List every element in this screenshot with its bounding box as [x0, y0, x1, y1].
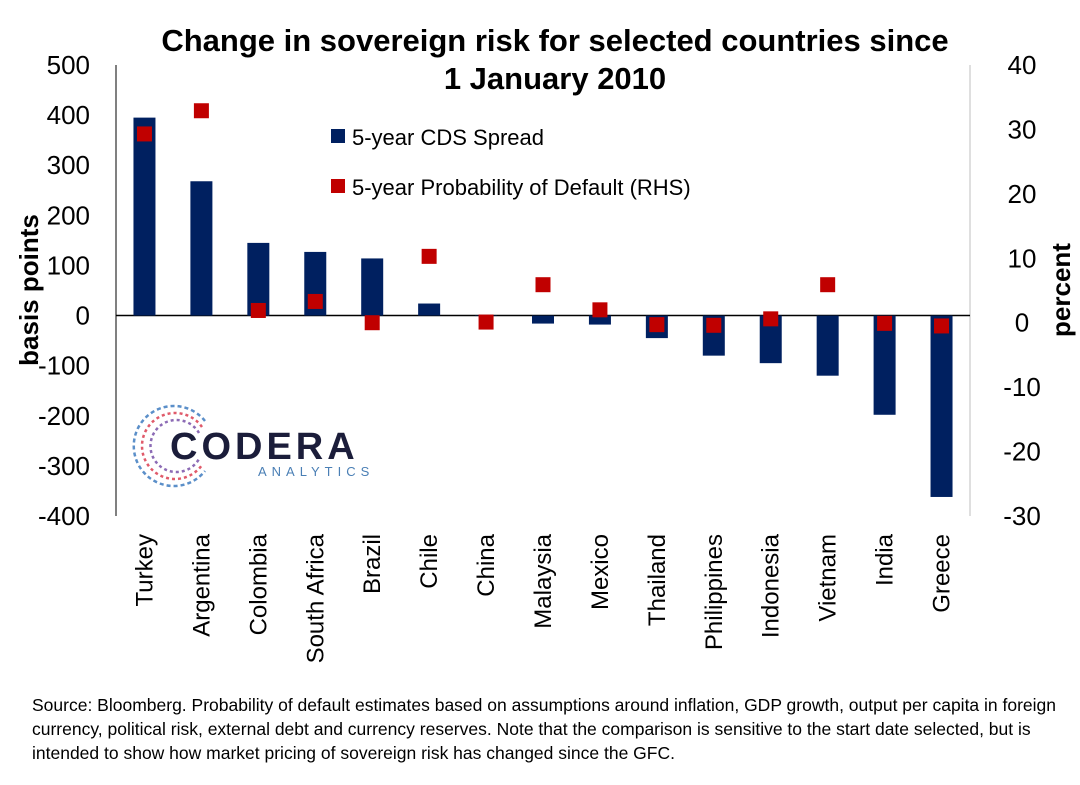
right-tick-label: 30: [1008, 114, 1037, 144]
category-label: China: [473, 533, 500, 596]
chart-title: Change in sovereign risk for selected co…: [161, 23, 949, 96]
category-label: Thailand: [644, 534, 671, 626]
left-tick-label: -200: [38, 401, 90, 431]
right-tick-label: 40: [1008, 50, 1037, 80]
bar-malaysia: [532, 315, 554, 324]
point-greece: [934, 318, 950, 334]
point-series: [136, 103, 950, 334]
right-tick-label: -30: [1003, 501, 1041, 531]
category-label: Vietnam: [815, 534, 842, 622]
right-tick-label: -20: [1003, 437, 1041, 467]
category-label: Greece: [929, 534, 956, 613]
left-tick-label: 500: [47, 50, 90, 80]
left-axis-title: basis points: [14, 214, 44, 366]
bar-vietnam: [816, 315, 839, 376]
right-axis-title: percent: [1046, 243, 1076, 337]
left-tick-label: 400: [47, 100, 90, 130]
codera-logo: CODERA ANALYTICS: [132, 404, 374, 488]
point-philippines: [706, 317, 722, 333]
logo-subtitle: ANALYTICS: [258, 464, 374, 479]
legend-label-pd: 5-year Probability of Default (RHS): [352, 175, 691, 200]
category-label: Malaysia: [530, 533, 557, 628]
left-tick-label: -400: [38, 501, 90, 531]
point-vietnam: [820, 277, 836, 293]
right-tick-label: -10: [1003, 372, 1041, 402]
category-label: Brazil: [359, 534, 386, 594]
point-turkey: [136, 126, 152, 142]
left-tick-label: 200: [47, 200, 90, 230]
source-note: Source: Bloomberg. Probability of defaul…: [32, 695, 1057, 763]
right-axis-ticks: 40 30 20 10 0 -10 -20 -30: [1003, 50, 1041, 531]
category-label: Colombia: [245, 533, 272, 635]
category-label: Philippines: [701, 534, 728, 650]
category-label: Mexico: [587, 534, 614, 610]
bar-turkey: [133, 117, 156, 316]
category-label: India: [872, 533, 899, 586]
point-india: [877, 315, 893, 331]
logo-wordmark: CODERA: [170, 426, 359, 468]
legend-label-cds: 5-year CDS Spread: [352, 125, 544, 150]
point-china: [478, 314, 494, 330]
legend-swatch-pd: [331, 179, 345, 193]
left-tick-label: 0: [76, 301, 90, 331]
point-argentina: [193, 103, 209, 119]
left-tick-label: 300: [47, 150, 90, 180]
point-indonesia: [763, 311, 779, 327]
bar-colombia: [247, 242, 270, 316]
left-tick-label: -100: [38, 351, 90, 381]
right-tick-label: 10: [1008, 243, 1037, 273]
point-brazil: [364, 315, 380, 331]
logo-mark-icon: [132, 404, 206, 488]
point-chile: [421, 248, 437, 264]
category-label: Turkey: [131, 534, 158, 606]
bar-indonesia: [759, 315, 782, 364]
category-label: Indonesia: [758, 533, 785, 638]
bar-mexico: [588, 315, 611, 325]
right-tick-label: 20: [1008, 179, 1037, 209]
left-axis-ticks: 500 400 300 200 100 0 -100 -200 -300 -400: [38, 50, 90, 531]
legend: 5-year CDS Spread 5-year Probability of …: [331, 125, 691, 200]
point-malaysia: [535, 277, 551, 293]
bar-greece: [930, 315, 953, 497]
left-tick-label: 100: [47, 250, 90, 280]
point-thailand: [649, 317, 665, 333]
bar-chile: [418, 303, 441, 316]
right-tick-label: 0: [1015, 308, 1029, 338]
legend-swatch-cds: [331, 129, 345, 143]
bar-india: [873, 315, 896, 415]
point-colombia: [250, 302, 266, 318]
left-tick-label: -300: [38, 451, 90, 481]
bar-brazil: [361, 258, 384, 316]
point-south-africa: [307, 293, 323, 309]
bar-series: [133, 117, 953, 497]
category-label: Chile: [416, 534, 443, 589]
category-labels: Turkey Argentina Colombia South Africa Brazi…: [131, 533, 955, 663]
category-label: Argentina: [188, 533, 215, 636]
category-label: South Africa: [302, 533, 329, 663]
point-mexico: [592, 302, 608, 318]
bar-argentina: [190, 181, 213, 316]
